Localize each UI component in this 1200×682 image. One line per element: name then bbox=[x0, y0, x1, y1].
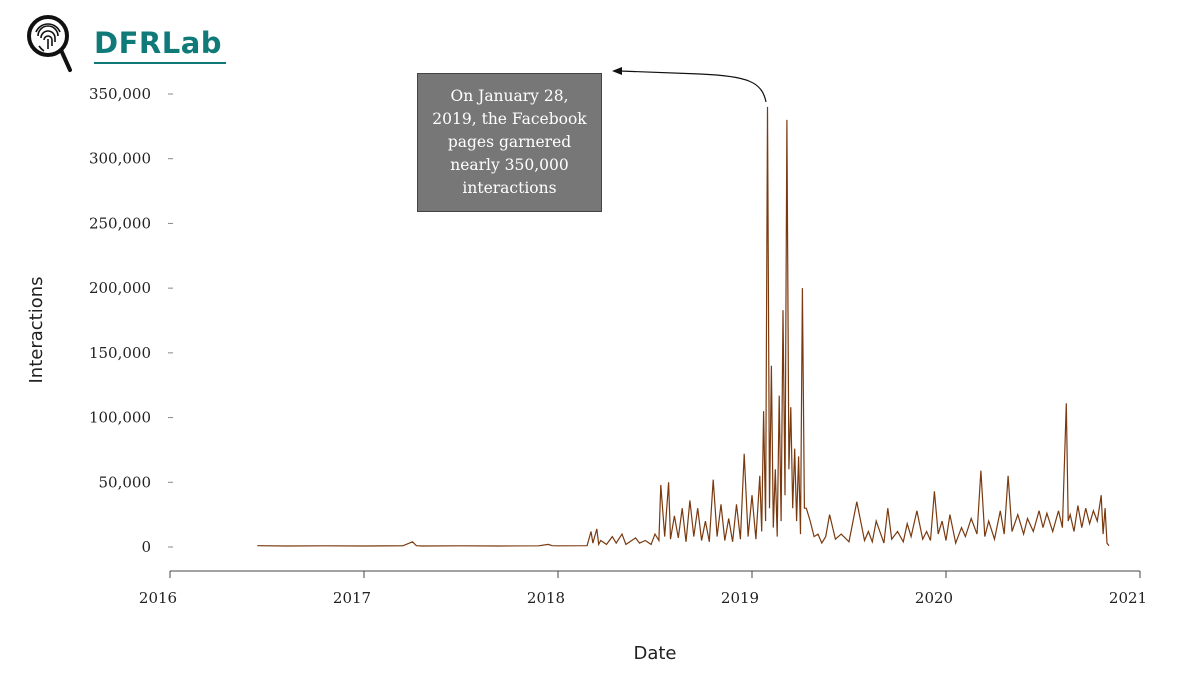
fingerprint-magnifier-icon bbox=[27, 15, 72, 72]
x-tick-label: 2016 bbox=[139, 589, 177, 607]
x-tick-label: 2019 bbox=[721, 589, 759, 607]
x-axis: 2016 2017 2018 2019 2020 2021 bbox=[139, 571, 1147, 607]
y-tick-label: 100,000 bbox=[89, 409, 151, 427]
y-tick-label: 300,000 bbox=[89, 150, 151, 168]
y-tick-label: 50,000 bbox=[99, 473, 152, 491]
x-tick-label: 2018 bbox=[527, 589, 565, 607]
y-tick-label: 150,000 bbox=[89, 344, 151, 362]
y-axis-title: Interactions bbox=[26, 276, 47, 383]
series-line-interactions bbox=[257, 106, 1110, 547]
x-axis-title: Date bbox=[633, 643, 676, 664]
y-tick-label: 0 bbox=[141, 538, 151, 556]
x-tick-label: 2021 bbox=[1109, 589, 1147, 607]
logo-underline bbox=[94, 62, 226, 64]
logo-text: DFRLab bbox=[94, 26, 223, 60]
y-axis: 0 50,000 100,000 150,000 200,000 250,000 300,0… bbox=[89, 85, 173, 556]
y-tick-label: 200,000 bbox=[89, 279, 151, 297]
annotation-callout: On January 28, 2019, the Facebook pages … bbox=[417, 73, 602, 212]
x-tick-label: 2020 bbox=[915, 589, 953, 607]
y-tick-label: 250,000 bbox=[89, 214, 151, 232]
y-tick-label: 350,000 bbox=[89, 85, 151, 103]
annotation-arrow bbox=[612, 67, 767, 103]
annotation-text: On January 28, 2019, the Facebook pages … bbox=[432, 87, 587, 197]
x-tick-label: 2017 bbox=[333, 589, 371, 607]
dfrlab-logo: DFRLab bbox=[26, 12, 226, 76]
